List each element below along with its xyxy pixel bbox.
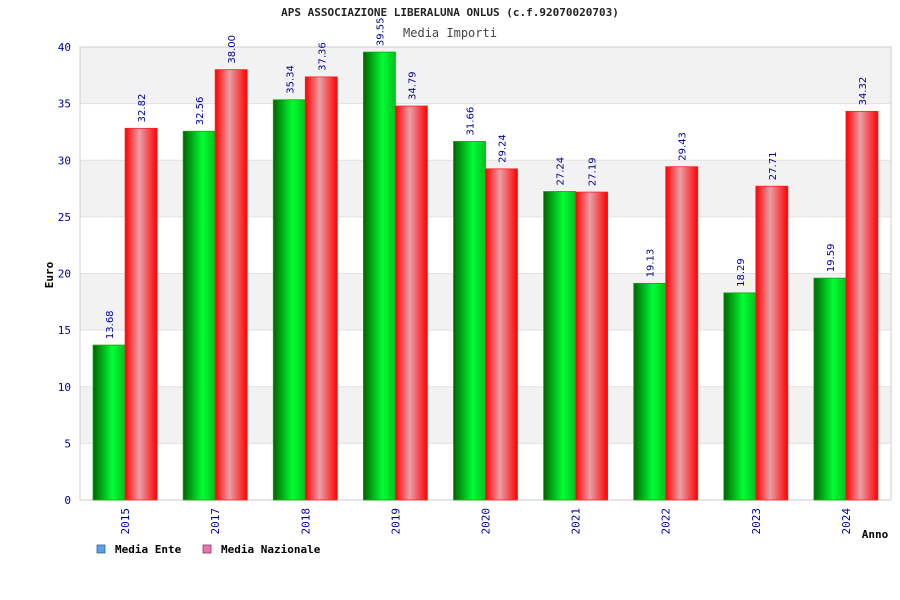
bars (92, 51, 879, 501)
data-label: 29.43 (678, 132, 689, 161)
y-tick-label: 15 (58, 324, 71, 337)
data-label: 32.82 (137, 94, 148, 123)
data-label: 29.24 (498, 134, 509, 163)
bar-media-ente (543, 191, 577, 501)
bar-media-ente (362, 51, 396, 501)
y-tick-label: 40 (58, 41, 71, 54)
x-tick-label: 2015 (119, 508, 132, 535)
x-tick-label: 2022 (660, 508, 673, 535)
bar-media-ente (633, 282, 667, 501)
bar-media-nazionale (124, 127, 158, 501)
data-labels: 13.68 32.82 32.56 38.00 35.34 37.36 39.55 34.79… (105, 17, 869, 339)
chart-subtitle: Media Importi (403, 26, 497, 40)
y-tick-label: 25 (58, 211, 71, 224)
bar-media-ente (182, 130, 216, 501)
data-label: 18.29 (736, 258, 747, 287)
chart-title: APS ASSOCIAZIONE LIBERALUNA ONLUS (c.f.9… (281, 6, 619, 19)
legend: Media Ente Media Nazionale (96, 543, 321, 556)
x-tick-label: 2020 (480, 508, 493, 535)
data-label: 19.59 (826, 244, 837, 273)
bar-media-nazionale (665, 166, 699, 501)
x-tick-label: 2017 (209, 508, 222, 535)
bar-media-ente (453, 141, 486, 501)
bar-media-nazionale (394, 105, 428, 501)
y-tick-labels: 0 5 10 15 20 25 30 35 40 (58, 41, 71, 507)
y-tick-label: 35 (58, 98, 71, 111)
x-tick-label: 2019 (389, 508, 402, 535)
x-tick-labels: 2015 2017 2018 2019 2020 2021 2022 2023 2024 (119, 508, 853, 535)
bar-media-ente (723, 292, 757, 501)
data-label: 32.56 (195, 97, 206, 126)
bar-media-nazionale (845, 110, 879, 501)
x-tick-label: 2018 (299, 508, 312, 535)
bar-media-ente (272, 99, 306, 501)
data-label: 31.66 (466, 107, 477, 136)
x-tick-label: 2023 (750, 508, 763, 535)
bar-media-ente (813, 277, 847, 501)
data-label: 34.32 (858, 77, 869, 106)
data-label: 37.36 (317, 42, 328, 71)
data-label: 27.19 (588, 157, 599, 186)
bar-media-ente (92, 344, 126, 501)
legend-swatch-ente (96, 544, 106, 554)
bar-media-nazionale (575, 191, 609, 501)
data-label: 27.71 (768, 152, 779, 181)
data-label: 13.68 (105, 310, 116, 339)
bar-media-nazionale (214, 69, 248, 501)
data-label: 27.24 (556, 157, 567, 186)
legend-label-nazionale: Media Nazionale (221, 543, 321, 556)
data-label: 35.34 (285, 65, 296, 94)
legend-swatch-nazionale (202, 544, 212, 554)
bar-media-nazionale (755, 185, 789, 501)
y-tick-label: 10 (58, 381, 71, 394)
legend-label-ente: Media Ente (115, 543, 182, 556)
x-tick-label: 2024 (840, 508, 853, 535)
data-label: 38.00 (227, 35, 238, 64)
y-tick-label: 20 (58, 268, 71, 281)
x-tick-label: 2021 (570, 508, 583, 535)
grid-band (80, 47, 891, 104)
y-tick-label: 0 (64, 494, 71, 507)
y-tick-label: 30 (58, 154, 71, 167)
x-axis-label: Anno (862, 528, 889, 541)
data-label: 19.13 (646, 249, 657, 278)
bar-media-nazionale (304, 76, 338, 501)
data-label: 39.55 (375, 17, 386, 46)
y-axis-label: Euro (43, 261, 56, 288)
bar-media-nazionale (485, 168, 518, 501)
data-label: 34.79 (407, 71, 418, 100)
y-tick-label: 5 (64, 437, 71, 450)
